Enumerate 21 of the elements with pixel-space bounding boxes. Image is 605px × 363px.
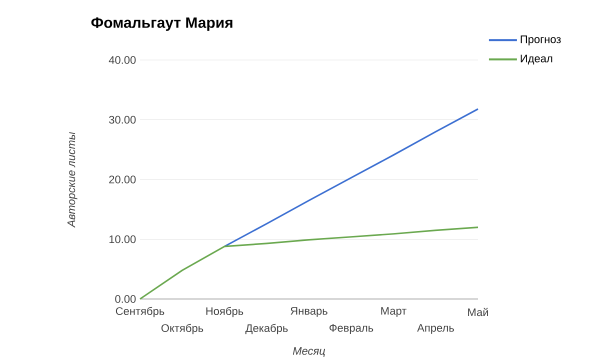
line-series: [224, 108, 479, 248]
x-tick-label: Сентябрь: [116, 306, 164, 318]
line-series: [139, 226, 479, 300]
legend-label: Прогноз: [520, 36, 561, 46]
chart-title: Фомальгаут Мария: [91, 17, 232, 31]
y-axis-title: Авторские листы: [67, 132, 78, 228]
x-tick-label: Февраль: [330, 324, 374, 334]
y-tick-label: 0.00: [115, 295, 136, 303]
x-tick-label: Декабрь: [245, 324, 288, 334]
y-tick-label: 40.00: [108, 56, 136, 64]
legend-label: Идеал: [520, 54, 552, 64]
y-tick-label: 10.00: [109, 235, 136, 244]
x-tick-label: Март: [381, 307, 406, 317]
x-tick-label: Май: [468, 308, 488, 316]
y-tick-label: 30.00: [109, 116, 136, 124]
x-tick-label: Апрель: [417, 324, 454, 334]
x-tick-label: Январь: [290, 307, 328, 317]
x-tick-label: Ноябрь: [206, 306, 244, 318]
x-axis-title: Месяц: [292, 347, 326, 357]
x-tick-label: Октябрь: [161, 324, 204, 334]
y-tick-label: 20.00: [109, 176, 136, 184]
